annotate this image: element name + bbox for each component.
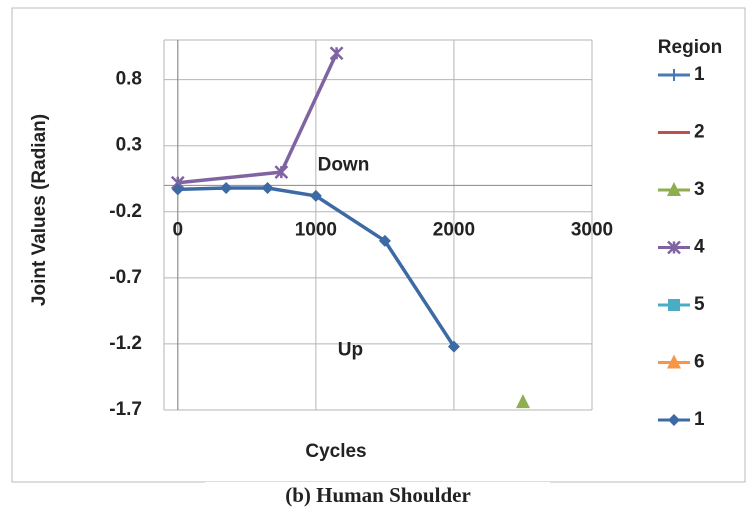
annotation: Down xyxy=(318,155,370,176)
marker xyxy=(378,234,391,247)
y-tick-label: -1.2 xyxy=(109,333,142,354)
plot xyxy=(163,39,593,411)
x-tick-label: 3000 xyxy=(571,219,613,240)
legend-title: Region xyxy=(658,37,722,58)
legend-label: 5 xyxy=(694,294,705,315)
x-axis-title: Cycles xyxy=(305,441,366,462)
caption-bg xyxy=(205,482,550,512)
x-tick-label: 0 xyxy=(173,219,184,240)
marker xyxy=(329,46,344,61)
marker xyxy=(220,182,233,194)
marker xyxy=(668,69,680,81)
chart-border xyxy=(11,7,746,483)
legend-label: 1 xyxy=(694,409,705,430)
series-line xyxy=(177,186,456,348)
marker xyxy=(668,299,680,311)
legend-label: 4 xyxy=(694,237,705,258)
y-tick-label: 0.8 xyxy=(116,69,142,90)
x-tick-label: 2000 xyxy=(433,219,475,240)
legend-label: 1 xyxy=(694,64,705,85)
legend-label: 6 xyxy=(694,352,705,373)
caption: (b) Human Shoulder xyxy=(285,483,471,507)
y-tick-label: -0.7 xyxy=(109,267,142,288)
marker xyxy=(261,182,274,194)
marker xyxy=(667,240,681,255)
marker xyxy=(274,165,289,180)
legend-label: 2 xyxy=(694,122,705,143)
y-tick-label: -0.2 xyxy=(109,201,142,222)
marker xyxy=(667,182,681,196)
legend-label: 3 xyxy=(694,179,705,200)
marker xyxy=(171,183,184,196)
x-tick-label: 1000 xyxy=(295,219,337,240)
annotation: Up xyxy=(338,340,363,361)
marker xyxy=(668,414,680,426)
y-tick-label: 0.3 xyxy=(116,135,142,156)
marker xyxy=(667,354,681,369)
y-tick-label: -1.7 xyxy=(109,399,142,420)
marker xyxy=(309,189,322,202)
marker xyxy=(447,340,460,353)
marker xyxy=(515,394,530,409)
y-axis-title: Joint Values (Radian) xyxy=(29,114,50,306)
